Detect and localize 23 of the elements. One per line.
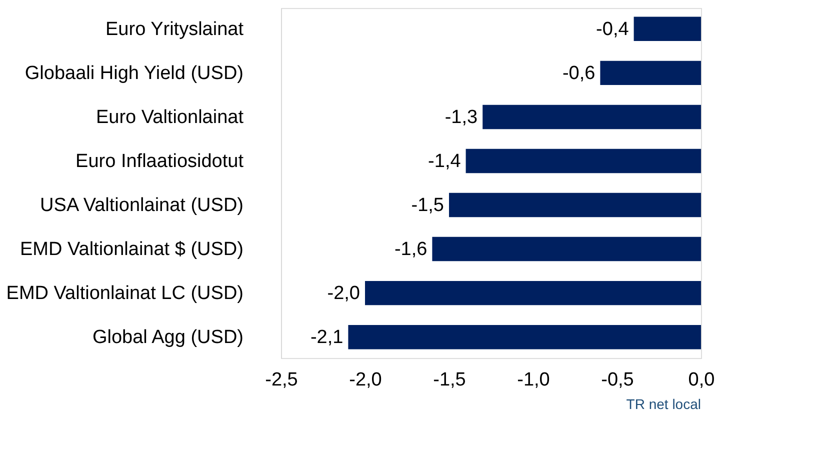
y-tick-label: Euro Inflaatiosidotut xyxy=(76,150,244,172)
text: TR net local xyxy=(626,396,701,412)
x-tick-label: -1,5 xyxy=(433,370,466,390)
y-tick-label: EMD Valtionlainat $ (USD) xyxy=(20,239,244,260)
data-label: -2,1 xyxy=(310,327,344,348)
data-label: -1,3 xyxy=(444,106,478,128)
y-tick-label: Global Agg (USD) xyxy=(92,327,244,348)
data-label: -1,4 xyxy=(428,150,462,172)
y-tick-label: Euro Yrityslainat xyxy=(106,18,244,40)
data-label: -1,6 xyxy=(394,239,428,260)
data-label: -0,4 xyxy=(596,18,630,40)
y-tick-label: Euro Valtionlainat xyxy=(96,106,244,128)
x-tick-label: -0,5 xyxy=(601,370,634,390)
data-label: -0,6 xyxy=(562,62,596,84)
x-tick-label: -1,0 xyxy=(517,370,550,390)
y-tick-label: USA Valtionlainat (USD) xyxy=(40,195,244,216)
data-label: -1,5 xyxy=(411,195,444,216)
data-label: -2,0 xyxy=(327,283,360,304)
y-tick-label: EMD Valtionlainat LC (USD) xyxy=(6,283,244,304)
x-tick-label: -2,0 xyxy=(349,370,382,390)
x-tick-label: 0,0 xyxy=(688,370,715,390)
y-tick-label: Globaali High Yield (USD) xyxy=(24,62,244,84)
x-tick-label: -2,5 xyxy=(265,370,298,390)
